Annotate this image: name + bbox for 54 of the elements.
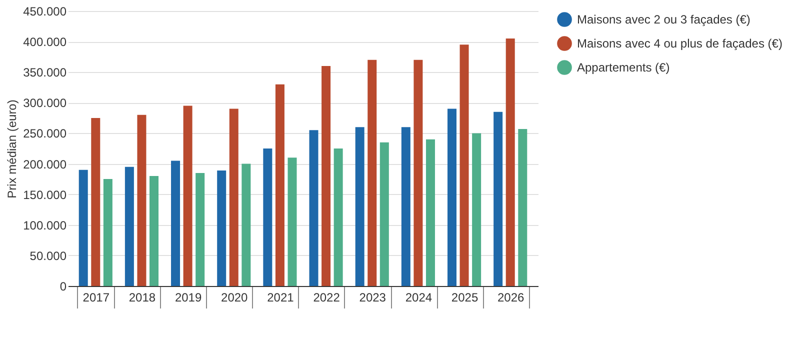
bar [263, 148, 272, 286]
x-tick-label: 2025 [451, 290, 478, 304]
legend-label: Maisons avec 2 ou 3 façades (€) [577, 12, 750, 26]
x-tick-label: 2021 [267, 290, 294, 304]
bar [494, 112, 503, 286]
bar [183, 106, 192, 286]
x-tick-label: 2022 [313, 290, 340, 304]
x-tick-label: 2020 [221, 290, 248, 304]
bar [518, 128, 528, 286]
y-tick-label: 150.000 [23, 188, 67, 202]
bar [217, 170, 226, 286]
x-tick-label: 2026 [498, 290, 525, 304]
bar [414, 60, 423, 286]
y-tick-label: 400.000 [23, 35, 67, 50]
bar [309, 130, 318, 286]
bar [460, 44, 469, 286]
bar [322, 66, 331, 286]
x-tick-label: 2018 [128, 290, 156, 304]
bar [91, 118, 100, 286]
bar [196, 172, 205, 286]
x-tick-label: 2017 [82, 290, 110, 304]
bar [426, 139, 435, 286]
bar [242, 164, 251, 286]
y-tick-label: 0 [60, 280, 67, 294]
bar [368, 60, 377, 286]
y-tick-label: 200.000 [23, 157, 67, 172]
y-tick-label: 250.000 [23, 126, 67, 141]
y-tick-label: 50.000 [30, 248, 67, 263]
bar [506, 38, 515, 286]
legend-label: Maisons avec 4 ou plus de façades (€) [577, 36, 782, 50]
y-axis-title: Prix médian (euro) [5, 100, 20, 198]
bar [124, 166, 134, 286]
x-tick-label: 2023 [359, 290, 386, 304]
x-tick-label: 2019 [174, 290, 202, 304]
bar [447, 108, 456, 286]
bar [150, 176, 159, 286]
y-tick-label: 450.000 [23, 4, 67, 18]
y-tick-label: 350.000 [23, 66, 67, 80]
bar [380, 142, 389, 286]
bar [78, 170, 88, 286]
bar [229, 108, 238, 286]
y-tick-label: 300.000 [23, 96, 67, 110]
bar [103, 179, 112, 286]
bar [401, 127, 410, 286]
bar [275, 84, 284, 286]
bar [334, 148, 343, 286]
bar [288, 158, 297, 286]
bar [355, 127, 364, 286]
y-tick-label: 100.000 [23, 218, 67, 232]
x-tick-label: 2024 [405, 290, 432, 304]
bar [171, 160, 180, 286]
bar [137, 114, 146, 286]
bar [472, 133, 482, 286]
legend-label: Appartements (€) [577, 60, 670, 74]
